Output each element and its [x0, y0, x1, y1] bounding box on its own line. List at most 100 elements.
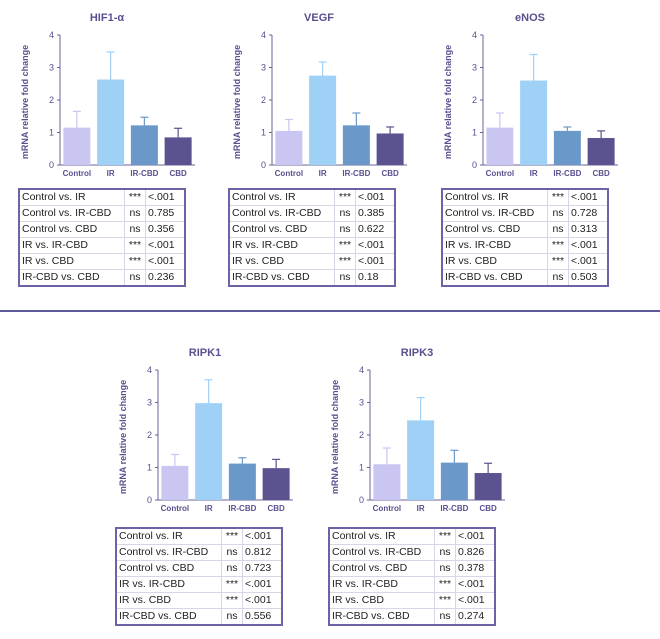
p-value-cell: 0.503 — [568, 269, 609, 287]
comparison-cell: IR vs. IR-CBD — [115, 576, 222, 593]
chart-title: HIF1-α — [90, 12, 125, 24]
y-tick-label: 4 — [472, 30, 477, 40]
y-axis-label: mRNA relative fold change — [232, 45, 242, 159]
bar-ir-cbd — [130, 125, 158, 165]
chart-panel-ripk1: RIPK1 mRNA relative fold change 0 1 2 3 4 Con… — [113, 335, 323, 515]
significance-cell: *** — [547, 237, 569, 254]
bar-cbd — [262, 468, 290, 500]
y-tick-label: 1 — [147, 463, 152, 473]
comparison-cell: Control vs. IR-CBD — [115, 544, 222, 561]
chart-svg: eNOS mRNA relative fold change 0 1 2 3 4 Cont… — [443, 12, 618, 178]
comparison-cell: Control vs. IR — [441, 188, 548, 206]
significance-cell: *** — [547, 253, 569, 270]
bar-ir — [520, 80, 548, 165]
significance-cell: *** — [334, 253, 356, 270]
stats-table-enos: Control vs. IR *** <.001 Control vs. IR-CBD… — [441, 188, 609, 287]
y-tick-label: 3 — [49, 63, 54, 73]
y-tick-label: 1 — [49, 128, 54, 138]
comparison-cell: Control vs. IR — [115, 527, 222, 545]
bar-control — [275, 130, 303, 165]
y-tick-label: 3 — [261, 63, 266, 73]
significance-cell: *** — [124, 253, 146, 270]
p-value-cell: <.001 — [355, 188, 396, 206]
bar-control — [161, 465, 189, 500]
comparison-cell: IR vs. CBD — [228, 253, 335, 270]
section-divider — [0, 310, 660, 312]
chart-svg: RIPK3 mRNA relative fold change 0 1 2 3 4 Con… — [330, 347, 505, 513]
chart-title: VEGF — [304, 12, 334, 24]
comparison-cell: IR vs. CBD — [328, 592, 435, 609]
comparison-cell: IR vs. IR-CBD — [18, 237, 125, 254]
table-row: IR-CBD vs. CBD ns 0.18 — [228, 269, 396, 287]
table-row: IR vs. IR-CBD *** <.001 — [441, 237, 609, 254]
y-tick-label: 4 — [261, 30, 266, 40]
significance-cell: ns — [434, 560, 456, 577]
comparison-cell: Control vs. CBD — [228, 221, 335, 238]
p-value-cell: <.001 — [355, 253, 396, 270]
comparison-cell: IR vs. IR-CBD — [441, 237, 548, 254]
significance-cell: *** — [434, 592, 456, 609]
x-tick-label: IR — [205, 504, 213, 513]
y-axis-label: mRNA relative fold change — [118, 380, 128, 494]
table-row: Control vs. CBD ns 0.313 — [441, 221, 609, 238]
chart-title: RIPK1 — [189, 347, 221, 359]
p-value-cell: 0.385 — [355, 205, 396, 222]
p-value-cell: <.001 — [455, 576, 496, 593]
x-tick-label: IR-CBD — [228, 504, 256, 513]
comparison-cell: IR vs. CBD — [441, 253, 548, 270]
significance-cell: ns — [124, 221, 146, 238]
y-tick-label: 3 — [147, 398, 152, 408]
stats-table-vegf: Control vs. IR *** <.001 Control vs. IR-CBD… — [228, 188, 396, 287]
stats-table-ripk1: Control vs. IR *** <.001 Control vs. IR-CBD… — [115, 527, 283, 626]
p-value-cell: 0.18 — [355, 269, 396, 287]
y-tick-label: 2 — [261, 95, 266, 105]
x-tick-label: IR — [417, 504, 425, 513]
y-axis-label: mRNA relative fold change — [443, 45, 453, 159]
comparison-cell: Control vs. IR — [18, 188, 125, 206]
table-row: IR vs. IR-CBD *** <.001 — [115, 576, 283, 593]
comparison-cell: Control vs. IR-CBD — [328, 544, 435, 561]
comparison-cell: Control vs. IR-CBD — [441, 205, 548, 222]
p-value-cell: 0.356 — [145, 221, 186, 238]
x-tick-label: CBD — [479, 504, 497, 513]
p-value-cell: <.001 — [355, 237, 396, 254]
y-axis-label: mRNA relative fold change — [330, 380, 340, 494]
chart-svg: VEGF mRNA relative fold change 0 1 2 3 4 Cont… — [232, 12, 407, 178]
significance-cell: ns — [547, 269, 569, 287]
y-tick-label: 4 — [359, 365, 364, 375]
y-tick-label: 2 — [472, 95, 477, 105]
table-row: Control vs. CBD ns 0.378 — [328, 560, 496, 577]
y-tick-label: 1 — [472, 128, 477, 138]
y-tick-label: 3 — [359, 398, 364, 408]
x-tick-label: IR-CBD — [440, 504, 468, 513]
table-row: IR vs. CBD *** <.001 — [328, 592, 496, 609]
x-tick-label: Control — [275, 169, 303, 178]
bar-cbd — [376, 133, 404, 165]
bar-cbd — [164, 137, 192, 165]
comparison-cell: Control vs. CBD — [328, 560, 435, 577]
table-row: IR vs. IR-CBD *** <.001 — [228, 237, 396, 254]
table-row: IR-CBD vs. CBD ns 0.274 — [328, 608, 496, 626]
p-value-cell: <.001 — [242, 576, 283, 593]
table-row: Control vs. IR *** <.001 — [228, 188, 396, 206]
p-value-cell: <.001 — [568, 237, 609, 254]
bar-control — [486, 127, 514, 165]
p-value-cell: 0.236 — [145, 269, 186, 287]
bar-ir-cbd — [228, 463, 256, 500]
x-tick-label: IR — [107, 169, 115, 178]
x-tick-label: IR — [530, 169, 538, 178]
table-row: Control vs. CBD ns 0.723 — [115, 560, 283, 577]
table-row: Control vs. IR-CBD ns 0.826 — [328, 544, 496, 561]
x-tick-label: CBD — [267, 504, 285, 513]
table-row: IR vs. IR-CBD *** <.001 — [18, 237, 186, 254]
p-value-cell: 0.826 — [455, 544, 496, 561]
y-tick-label: 4 — [49, 30, 54, 40]
significance-cell: ns — [547, 221, 569, 238]
significance-cell: *** — [434, 576, 456, 593]
p-value-cell: <.001 — [145, 188, 186, 206]
significance-cell: *** — [334, 237, 356, 254]
table-row: Control vs. IR *** <.001 — [328, 527, 496, 545]
bar-cbd — [474, 473, 502, 500]
chart-panel-vegf: VEGF mRNA relative fold change 0 1 2 3 4 Cont… — [227, 0, 437, 180]
comparison-cell: IR vs. IR-CBD — [328, 576, 435, 593]
